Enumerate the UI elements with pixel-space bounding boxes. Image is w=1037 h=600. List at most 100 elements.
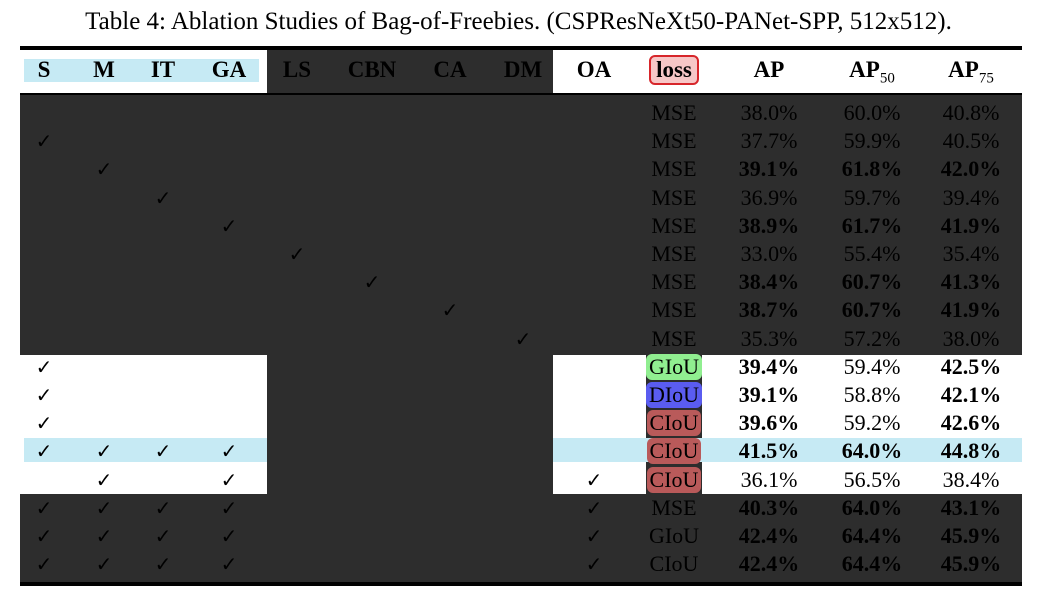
header-label: GA bbox=[211, 57, 247, 82]
check-mark-it: ✓ bbox=[154, 495, 172, 520]
check-mark-oa: ✓ bbox=[585, 552, 603, 577]
header-label: LS bbox=[282, 57, 312, 82]
check-mark-ga: ✓ bbox=[220, 467, 238, 492]
ap-value: 33.0% bbox=[740, 241, 798, 266]
table-caption: Table 4: Ablation Studies of Bag-of-Free… bbox=[85, 8, 952, 35]
table-row: ✓ GIoU 39.4% 59.4% 42.5% bbox=[20, 353, 1022, 381]
ap75-value: 43.1% bbox=[940, 494, 1002, 520]
ap75-value: 42.1% bbox=[940, 382, 1002, 407]
header-label: IT bbox=[150, 57, 176, 82]
check-mark-s: ✓ bbox=[35, 411, 53, 436]
loss-cell: GIoU bbox=[639, 522, 709, 550]
ap50-value: 61.7% bbox=[841, 212, 903, 238]
ap-value: 36.9% bbox=[740, 184, 798, 210]
ap50-value: 59.2% bbox=[843, 410, 901, 436]
header-m: M bbox=[76, 55, 132, 85]
header-subscript: 50 bbox=[879, 70, 895, 87]
header-ap: AP bbox=[721, 55, 817, 85]
ap75-value: 41.3% bbox=[940, 269, 1002, 295]
ap50-value: 59.9% bbox=[843, 128, 901, 154]
check-mark-ga: ✓ bbox=[220, 495, 238, 520]
loss-cell: MSE bbox=[639, 325, 709, 353]
ap-value: 42.4% bbox=[738, 523, 800, 548]
header-label: AP bbox=[753, 57, 785, 82]
row-highlight-cyan-left bbox=[24, 438, 267, 462]
top-rule bbox=[20, 46, 1022, 50]
loss-value: MSE bbox=[651, 297, 697, 323]
table-row: ✓ CIoU 39.6% 59.2% 42.6% bbox=[20, 409, 1022, 437]
ap-value: 39.1% bbox=[738, 382, 800, 407]
header-highlight-cyan bbox=[24, 59, 259, 82]
check-mark-oa: ✓ bbox=[585, 495, 603, 520]
ap75-value: 45.9% bbox=[940, 551, 1002, 577]
ap-value: 35.3% bbox=[740, 325, 798, 351]
ap-value: 39.6% bbox=[738, 410, 800, 436]
loss-value: MSE bbox=[651, 212, 697, 238]
table-row: ✓ MSE 38.7% 60.7% 41.9% bbox=[20, 296, 1022, 324]
loss-value: GIoU bbox=[645, 353, 703, 380]
loss-cell: CIoU bbox=[639, 550, 709, 578]
loss-value: MSE bbox=[651, 494, 697, 520]
loss-value: MSE bbox=[651, 269, 697, 295]
check-mark-ls: ✓ bbox=[288, 242, 306, 266]
ap-value: 41.5% bbox=[738, 438, 800, 464]
header-label: AP bbox=[948, 57, 979, 82]
ap75-value: 40.5% bbox=[942, 128, 1000, 154]
loss-cell: MSE bbox=[639, 240, 709, 268]
header-it: IT bbox=[134, 55, 192, 85]
table-row: ✓ MSE 35.3% 57.2% 38.0% bbox=[20, 325, 1022, 353]
loss-value: DIoU bbox=[645, 382, 703, 408]
header-label: DM bbox=[503, 57, 543, 82]
table-row: ✓ ✓ ✓ CIoU 36.1% 56.5% 38.4% bbox=[20, 466, 1022, 494]
loss-cell: MSE bbox=[639, 494, 709, 522]
loss-cell: DIoU bbox=[639, 381, 709, 409]
loss-value: MSE bbox=[651, 184, 697, 210]
loss-value: MSE bbox=[651, 241, 697, 266]
ap-value: 36.1% bbox=[740, 466, 798, 492]
loss-cell: MSE bbox=[639, 127, 709, 155]
ap75-value: 38.0% bbox=[942, 325, 1000, 351]
table-row: ✓ ✓ ✓ ✓ ✓ CIoU 42.4% 64.4% 45.9% bbox=[20, 550, 1022, 578]
ap-value: 38.0% bbox=[740, 100, 798, 125]
ap-value: 42.4% bbox=[738, 551, 800, 577]
header-label: AP bbox=[849, 57, 880, 82]
check-mark-s: ✓ bbox=[35, 495, 53, 520]
loss-value: CIoU bbox=[646, 438, 702, 465]
ap50-value: 60.7% bbox=[841, 269, 903, 295]
check-mark-m: ✓ bbox=[95, 157, 113, 182]
row-highlight-cyan-right bbox=[553, 438, 1022, 462]
ap-value: 38.4% bbox=[738, 269, 800, 295]
ap50-value: 57.2% bbox=[843, 325, 901, 351]
check-mark-ca: ✓ bbox=[441, 298, 459, 323]
ap-value: 38.9% bbox=[738, 212, 800, 238]
check-mark-cbn: ✓ bbox=[363, 270, 381, 295]
header-label: M bbox=[93, 57, 115, 82]
ap75-value: 41.9% bbox=[940, 297, 1002, 323]
header-label: S bbox=[37, 57, 51, 82]
ap75-value: 42.0% bbox=[940, 156, 1002, 182]
ap-value: 40.3% bbox=[738, 494, 800, 520]
bottom-rule bbox=[20, 582, 1022, 586]
ap-value: 37.7% bbox=[740, 128, 798, 154]
header-dm: DM bbox=[488, 55, 558, 85]
header-oa: OA bbox=[561, 55, 627, 85]
table-row: ✓ MSE 39.1% 61.8% 42.0% bbox=[20, 155, 1022, 183]
check-mark-it: ✓ bbox=[154, 185, 172, 210]
ablation-table: S M IT GA LS CBN CA DM OA loss AP AP50 AP75 MSE 38.0%… bbox=[20, 46, 1022, 590]
ap75-value: 45.9% bbox=[940, 523, 1002, 548]
ap75-value: 39.4% bbox=[942, 184, 1000, 210]
header-dark-block bbox=[267, 50, 553, 97]
ap-value: 39.1% bbox=[738, 156, 800, 182]
ap50-value: 59.4% bbox=[843, 353, 901, 379]
header-cbn: CBN bbox=[333, 55, 411, 85]
ap50-value: 55.4% bbox=[843, 241, 901, 266]
ap75-value: 38.4% bbox=[942, 466, 1000, 492]
ap50-value: 64.4% bbox=[841, 523, 903, 548]
ap-value: 38.7% bbox=[738, 297, 800, 323]
loss-cell: MSE bbox=[639, 212, 709, 240]
loss-value: CIoU bbox=[649, 551, 699, 577]
check-mark-dm: ✓ bbox=[514, 326, 532, 351]
check-mark-oa: ✓ bbox=[585, 467, 603, 492]
loss-value: MSE bbox=[651, 325, 697, 351]
header-ap75: AP75 bbox=[923, 55, 1019, 86]
